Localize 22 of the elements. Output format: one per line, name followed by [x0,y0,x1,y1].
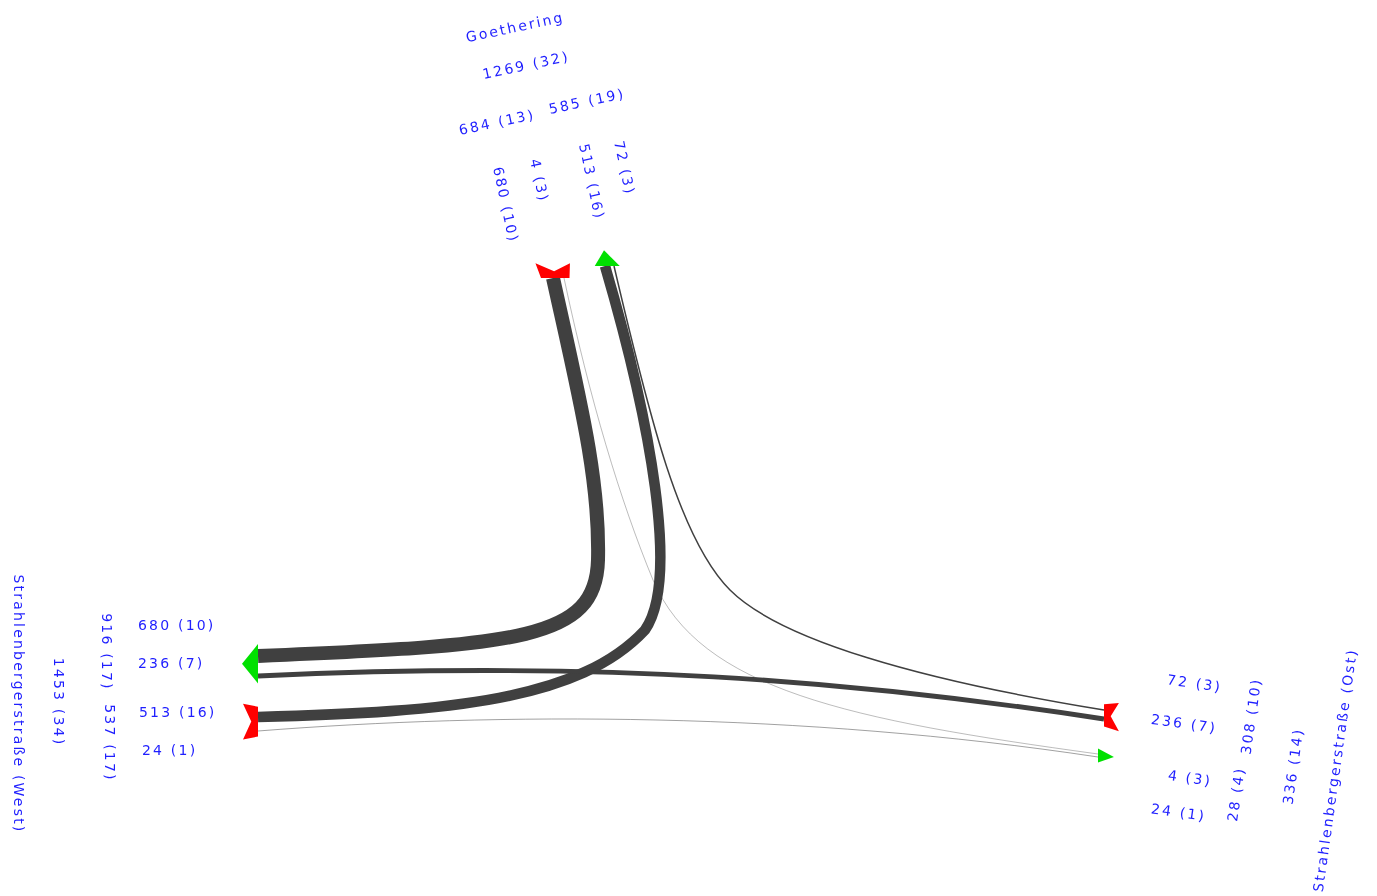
data-label: 680 (10) [138,617,216,633]
data-label: 4 (3) [1167,766,1214,789]
category-label: Strahlenbergerstraße (West) [11,574,27,834]
text: 916 (17) [99,613,115,691]
text: 1453 (34) [51,657,67,747]
text: 236 (7) [1150,710,1219,736]
text: 684 (13) [457,106,537,138]
text: 336 (14) [1279,726,1307,806]
text: 537 (17) [102,704,118,782]
text: 1269 (32) [480,47,572,83]
data-label: 72 (3) [611,139,639,197]
text: 72 (3) [1166,671,1224,695]
text: 4 (3) [527,157,553,204]
data-label: 513 (16) [576,142,608,222]
text: 308 (10) [1237,676,1265,756]
data-label: 236 (7) [138,655,205,671]
text: 680 (10) [490,165,522,245]
data-label: 24 (1) [1150,800,1208,824]
text: 585 (19) [547,85,627,117]
text: 24 (1) [142,742,198,758]
text: 513 (16) [139,704,217,720]
text: 28 (4) [1224,765,1248,823]
